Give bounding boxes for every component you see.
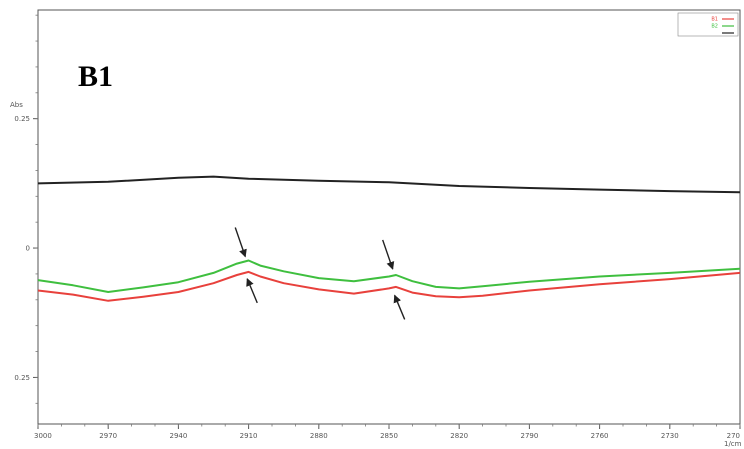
plot-area [37,9,741,425]
annotation-arrow [382,239,395,270]
series-line-b1 [37,270,741,302]
series-line-unnamed [37,175,741,194]
x-tick-label: 2790 [520,432,538,440]
x-tick-label: 2910 [240,432,258,440]
x-tick-label: 2760 [591,432,609,440]
panel-label: B1 [78,60,113,93]
annotation-arrow [234,227,247,258]
legend-entry-label: B2 [711,24,718,30]
x-tick-label: 2970 [99,432,117,440]
y-axis-label: Abs [10,101,23,109]
x-tick-label: 3000 [34,432,52,440]
x-tick-label: 2850 [380,432,398,440]
x-tick-label: 2880 [310,432,328,440]
series-line-b2 [37,259,741,293]
legend-entry-label: B1 [711,17,718,23]
x-axis-ticks: 3000 2970 2940 2910 2880 2850 2820 2790 2760 2730… [34,424,741,440]
x-tick-label: 270 [727,432,740,440]
annotation-arrow [246,277,258,304]
annotation-layer [234,227,406,320]
series-layer [37,175,741,302]
x-tick-label: 2820 [450,432,468,440]
y-tick-label: 0.25 [14,374,30,382]
x-tick-label: 2940 [169,432,187,440]
y-tick-label: 0 [26,245,30,253]
y-tick-label: 0.25 [14,115,30,123]
x-axis-label: 1/cm [724,440,742,448]
annotation-arrow [393,294,406,320]
x-tick-label: 2730 [661,432,679,440]
